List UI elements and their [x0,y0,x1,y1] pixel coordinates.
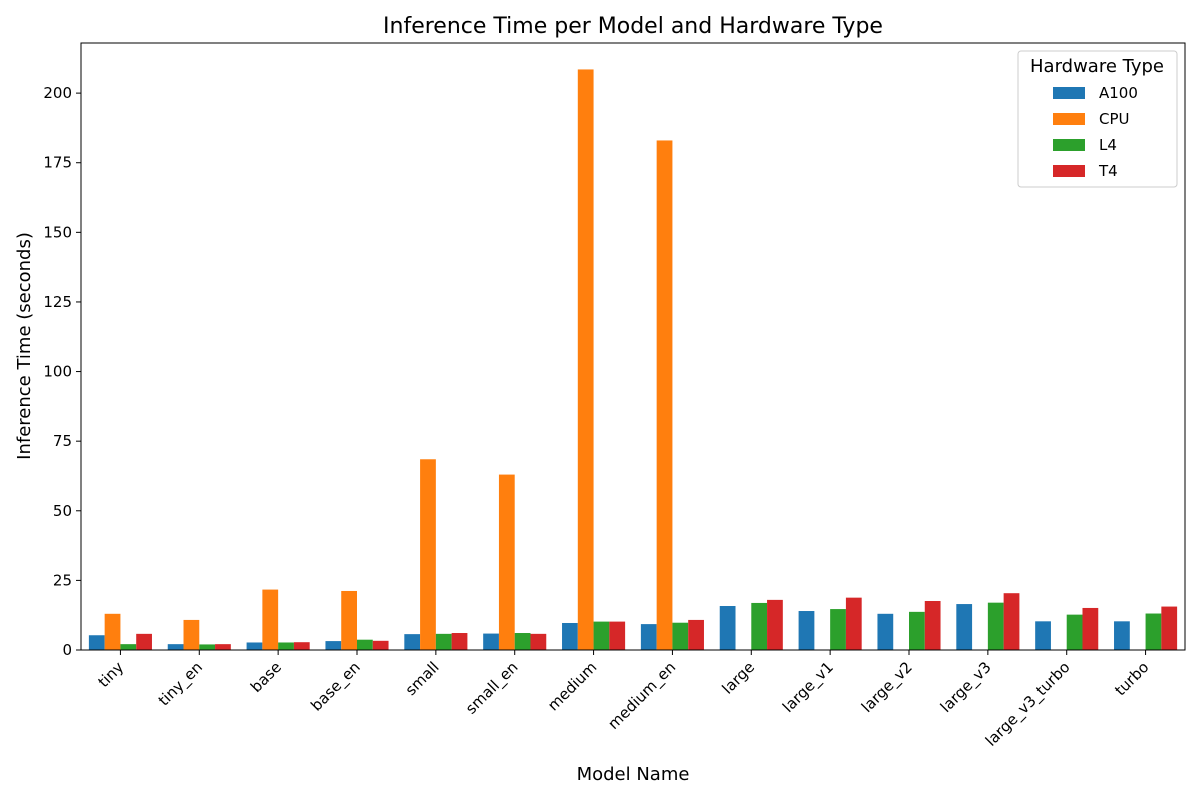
legend-label-L4: L4 [1099,136,1117,154]
bar-CPU-base_en [341,590,357,650]
x-tick-label: base [247,658,285,696]
legend-title: Hardware Type [1030,56,1164,77]
bar-T4-medium_en [688,619,704,650]
bar-A100-small [404,634,421,650]
legend-swatch-A100 [1053,87,1085,99]
bar-CPU-medium [577,69,594,650]
bar-A100-base [246,642,263,650]
y-tick-label: 0 [62,641,72,659]
bar-T4-base [293,642,310,650]
bar-CPU-small [420,459,436,650]
legend: Hardware Type A100 CPU L4 T4 [1017,50,1178,188]
x-tick-label: large_v3_turbo [982,658,1074,750]
bar-A100-tiny [88,635,105,650]
bar-T4-small [451,633,468,650]
x-tick-label: medium_en [604,658,680,734]
x-tick-label: large_v2 [858,658,917,717]
y-tick-label: 75 [53,432,72,450]
bar-T4-turbo [1161,606,1178,650]
bar-L4-large_v3 [987,602,1004,650]
bar-L4-large_v3_turbo [1066,614,1083,650]
bar-A100-large [719,606,736,650]
bar-CPU-tiny_en [183,619,200,650]
x-tick-label: turbo [1111,658,1152,699]
bar-T4-medium [609,621,626,650]
bar-L4-large_v1 [830,609,846,650]
bar-T4-tiny [136,633,152,650]
bar-T4-large_v1 [845,597,862,650]
chart-title: Inference Time per Model and Hardware Ty… [383,14,883,39]
y-tick-label: 200 [43,84,72,102]
bar-L4-base [278,642,294,650]
y-tick-label: 50 [53,502,72,520]
bar-A100-tiny_en [167,644,184,650]
bar-A100-small_en [483,633,499,650]
x-tick-label: base_en [307,658,364,715]
x-tick-label: medium [544,658,600,714]
bar-L4-medium_en [672,622,689,650]
bar-CPU-small_en [498,474,515,650]
plot-frame [80,42,1186,651]
bar-T4-large_v3_turbo [1082,607,1099,650]
bar-L4-tiny [120,644,137,650]
legend-swatch-T4 [1053,165,1085,177]
bar-CPU-tiny [104,613,121,650]
y-axis-label: Inference Time (seconds) [14,232,35,460]
legend-label-A100: A100 [1099,84,1138,102]
bar-CPU-medium_en [656,140,673,650]
bar-A100-turbo [1114,621,1130,650]
bar-T4-small_en [530,633,547,650]
bar-A100-large_v3_turbo [1035,621,1051,650]
legend-swatch-CPU [1053,113,1085,125]
x-tick-label: tiny [94,658,127,691]
x-tick-label: tiny_en [155,658,207,710]
bar-CPU-base [262,589,279,650]
y-tick-label: 25 [53,571,72,589]
y-tick-label: 150 [43,223,72,241]
bar-L4-large_v2 [909,611,925,650]
bar-A100-base_en [325,641,342,650]
bar-L4-base_en [357,639,373,650]
bar-L4-small_en [514,633,531,650]
x-tick-label: large_v1 [779,658,838,717]
legend-label-CPU: CPU [1099,110,1130,128]
bar-A100-medium_en [640,624,657,650]
y-tick-label: 100 [43,363,72,381]
bar-T4-base_en [372,640,389,650]
legend-frame [1017,50,1178,188]
plot-area: 0 25 50 75 100 125 150 175 200 tiny tiny_en base bas… [43,42,1186,751]
bar-T4-tiny_en [215,644,231,650]
x-tick-label: large [719,658,759,698]
bar-L4-large [751,602,768,650]
bar-T4-large_v2 [924,600,941,650]
bar-L4-turbo [1145,613,1162,650]
bar-A100-large_v3 [956,604,973,650]
x-axis-label: Model Name [577,764,690,785]
bar-L4-tiny_en [199,644,216,650]
bar-L4-small [435,633,452,650]
y-tick-label: 125 [43,293,72,311]
x-tick-label: small [402,658,443,699]
x-tick-label: large_v3 [937,658,996,717]
legend-label-T4: T4 [1098,162,1118,180]
bar-L4-medium [593,621,610,650]
bar-A100-medium [562,622,578,650]
y-tick-label: 175 [43,154,72,172]
legend-swatch-L4 [1053,139,1085,151]
bar-A100-large_v2 [877,613,894,650]
bar-A100-large_v1 [798,611,815,650]
bar-T4-large [767,599,783,650]
bar-T4-large_v3 [1003,593,1020,650]
x-tick-label: small_en [462,658,522,718]
